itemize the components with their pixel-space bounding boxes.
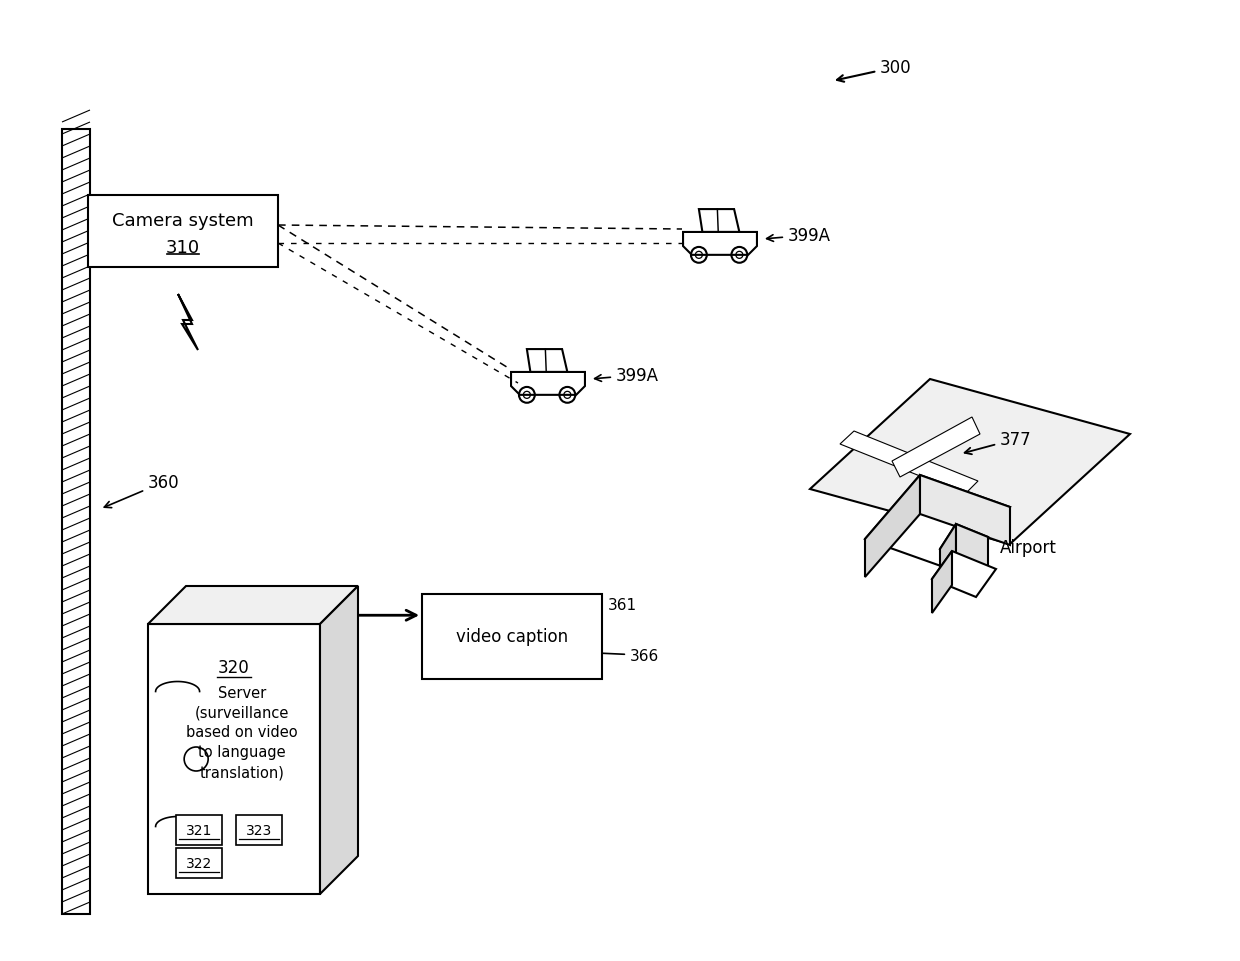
Polygon shape bbox=[148, 625, 320, 894]
Text: 399A: 399A bbox=[766, 227, 831, 245]
Text: 321: 321 bbox=[186, 824, 212, 838]
Polygon shape bbox=[892, 418, 980, 478]
Polygon shape bbox=[940, 525, 988, 562]
Polygon shape bbox=[320, 586, 358, 894]
Text: 300: 300 bbox=[837, 59, 911, 83]
Text: Camera system: Camera system bbox=[112, 212, 254, 230]
Text: 320: 320 bbox=[218, 658, 250, 677]
Polygon shape bbox=[62, 130, 91, 914]
Polygon shape bbox=[148, 586, 358, 625]
FancyBboxPatch shape bbox=[236, 816, 281, 846]
FancyBboxPatch shape bbox=[422, 595, 601, 679]
Polygon shape bbox=[866, 476, 920, 578]
Polygon shape bbox=[956, 525, 988, 570]
Text: 399A: 399A bbox=[595, 366, 658, 384]
Polygon shape bbox=[810, 380, 1130, 545]
Text: Server
(surveillance
based on video
to language
translation): Server (surveillance based on video to l… bbox=[186, 685, 298, 779]
Text: video caption: video caption bbox=[456, 628, 568, 646]
Text: 377: 377 bbox=[965, 431, 1032, 455]
Text: 360: 360 bbox=[104, 474, 180, 508]
Polygon shape bbox=[932, 552, 952, 613]
Text: 323: 323 bbox=[246, 824, 272, 838]
Polygon shape bbox=[920, 476, 1011, 546]
FancyBboxPatch shape bbox=[88, 196, 278, 268]
Polygon shape bbox=[940, 525, 956, 582]
FancyBboxPatch shape bbox=[176, 816, 222, 846]
Polygon shape bbox=[866, 476, 1011, 572]
Polygon shape bbox=[932, 552, 996, 598]
Text: 310: 310 bbox=[166, 238, 200, 257]
Text: 366: 366 bbox=[427, 643, 660, 663]
Text: 361: 361 bbox=[608, 597, 637, 612]
FancyBboxPatch shape bbox=[176, 848, 222, 878]
Text: Airport: Airport bbox=[999, 538, 1056, 556]
Polygon shape bbox=[839, 431, 978, 495]
Text: 322: 322 bbox=[186, 856, 212, 870]
